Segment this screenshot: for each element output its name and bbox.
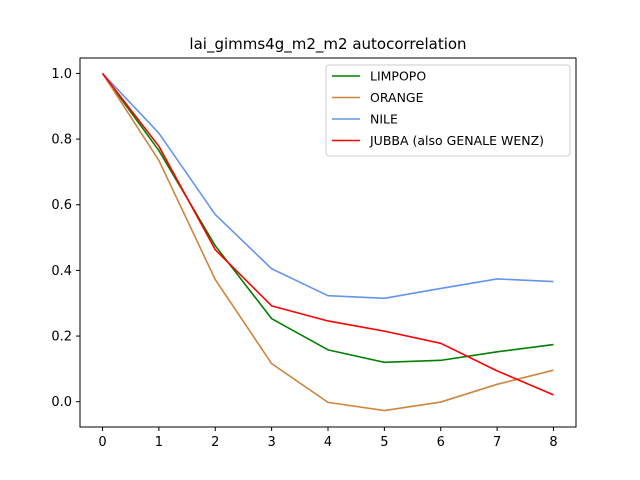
legend-label: JUBBA (also GENALE WENZ) [369,133,544,148]
series-line-orange [101,72,554,412]
legend-box [325,64,571,157]
series-line-nile [101,72,554,300]
x-tick-label: 3 [267,435,275,450]
y-axis: 0.0 0.2 0.4 0.6 0.8 1.0 [51,67,80,410]
y-tick-label: 0.4 [51,264,72,279]
legend-label: ORANGE [370,90,424,105]
legend-label: NILE [370,112,398,127]
x-tick-label: 2 [211,435,219,450]
y-tick-label: 1.0 [51,67,72,82]
x-tick-label: 5 [380,435,388,450]
y-tick-label: 0.8 [51,133,72,148]
x-tick-label: 7 [493,435,501,450]
plot-area [101,72,554,412]
x-tick-label: 1 [155,435,163,450]
chart-title: lai_gimms4g_m2_m2 autocorrelation [189,35,466,54]
legend-label: LIMPOPO [370,69,426,84]
series-line-jubba-also-genale-wenz [101,72,554,396]
legend: LIMPOPO ORANGE NILE JUBBA (also GENALE WENZ… [325,64,571,157]
x-tick-label: 0 [98,435,106,450]
y-tick-label: 0.6 [51,198,72,213]
x-tick-label: 8 [549,435,557,450]
x-tick-label: 4 [324,435,332,450]
x-tick-label: 6 [437,435,445,450]
y-tick-label: 0.2 [51,330,72,345]
y-tick-label: 0.0 [51,395,72,410]
x-axis: 0 1 2 3 4 5 6 7 8 [98,427,558,450]
